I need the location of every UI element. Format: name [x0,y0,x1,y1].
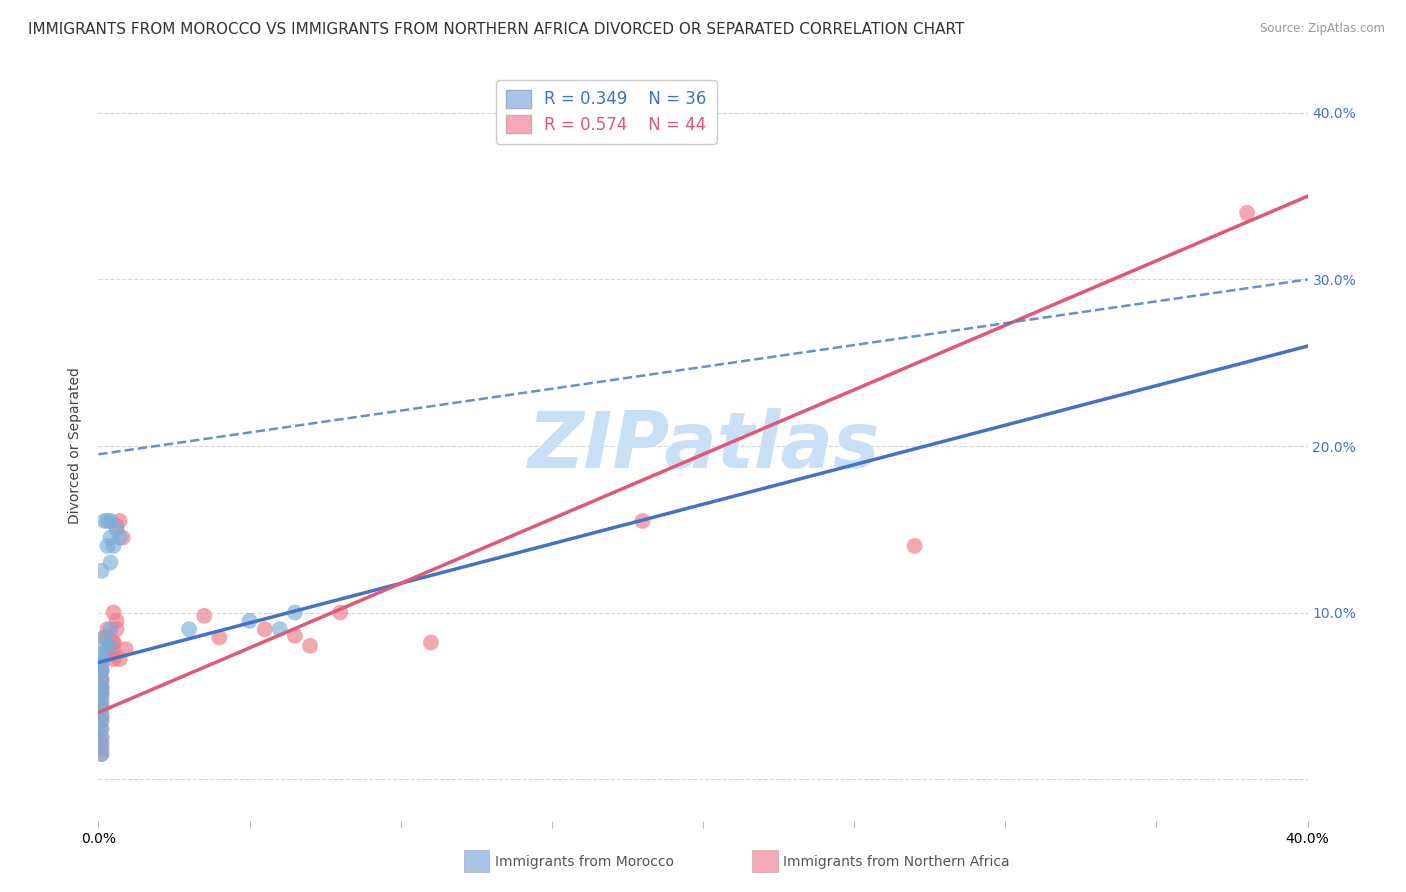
Point [96,539,118,553]
Point [90,697,112,711]
Point [108,652,131,666]
Point [96,514,118,528]
Point [90,656,112,670]
Point [269,622,291,636]
Point [100,622,122,636]
Point [90,735,112,749]
Point [329,606,352,620]
Point [103,606,125,620]
Point [100,531,122,545]
Point [90,708,112,723]
Text: Immigrants from Morocco: Immigrants from Morocco [495,855,673,869]
Point [111,531,134,545]
Point [90,564,112,578]
Point [90,672,112,686]
Point [103,539,125,553]
Point [93,639,115,653]
Point [93,631,115,645]
Point [93,514,115,528]
Point [90,672,112,686]
Point [100,639,122,653]
Point [90,714,112,728]
Point [179,622,201,636]
Point [631,514,654,528]
Text: ZIPatlas: ZIPatlas [527,408,879,484]
Point [90,702,112,716]
Point [96,642,118,657]
Point [90,685,112,699]
Point [105,622,128,636]
Point [105,522,128,536]
Point [105,614,128,628]
Point [90,681,112,695]
Point [108,514,131,528]
Point [90,702,112,716]
Point [90,647,112,661]
Point [108,531,131,545]
Point [100,514,122,528]
Point [100,556,122,570]
Point [90,689,112,703]
Point [114,642,136,657]
Point [420,635,443,649]
Y-axis label: Divorced or Separated: Divorced or Separated [69,368,83,524]
Point [103,642,125,657]
Point [193,608,215,623]
Point [90,681,112,695]
Point [96,622,118,636]
Point [90,664,112,678]
Point [100,647,122,661]
Point [284,606,307,620]
Point [90,708,112,723]
Point [90,685,112,699]
Point [90,697,112,711]
Point [90,714,112,728]
Text: Source: ZipAtlas.com: Source: ZipAtlas.com [1260,22,1385,36]
Point [90,722,112,736]
Point [90,675,112,690]
Point [904,539,927,553]
Point [105,519,128,533]
Point [90,739,112,753]
Legend: R = 0.349    N = 36, R = 0.574    N = 44: R = 0.349 N = 36, R = 0.574 N = 44 [496,79,717,144]
Point [239,614,262,628]
Point [1236,206,1258,220]
Point [90,658,112,673]
Point [103,635,125,649]
Point [93,631,115,645]
Point [103,635,125,649]
Point [90,664,112,678]
Point [100,639,122,653]
Point [90,652,112,666]
Point [90,692,112,706]
Point [96,631,118,645]
Point [253,622,276,636]
Point [103,652,125,666]
Point [90,664,112,678]
Point [90,731,112,745]
Point [90,681,112,695]
Point [90,747,112,761]
Point [90,722,112,736]
Text: Immigrants from Northern Africa: Immigrants from Northern Africa [783,855,1010,869]
Point [299,639,322,653]
Point [90,742,112,756]
Point [90,731,112,745]
Point [208,631,231,645]
Point [90,747,112,761]
Text: IMMIGRANTS FROM MOROCCO VS IMMIGRANTS FROM NORTHERN AFRICA DIVORCED OR SEPARATED: IMMIGRANTS FROM MOROCCO VS IMMIGRANTS FR… [28,22,965,37]
Point [284,629,307,643]
